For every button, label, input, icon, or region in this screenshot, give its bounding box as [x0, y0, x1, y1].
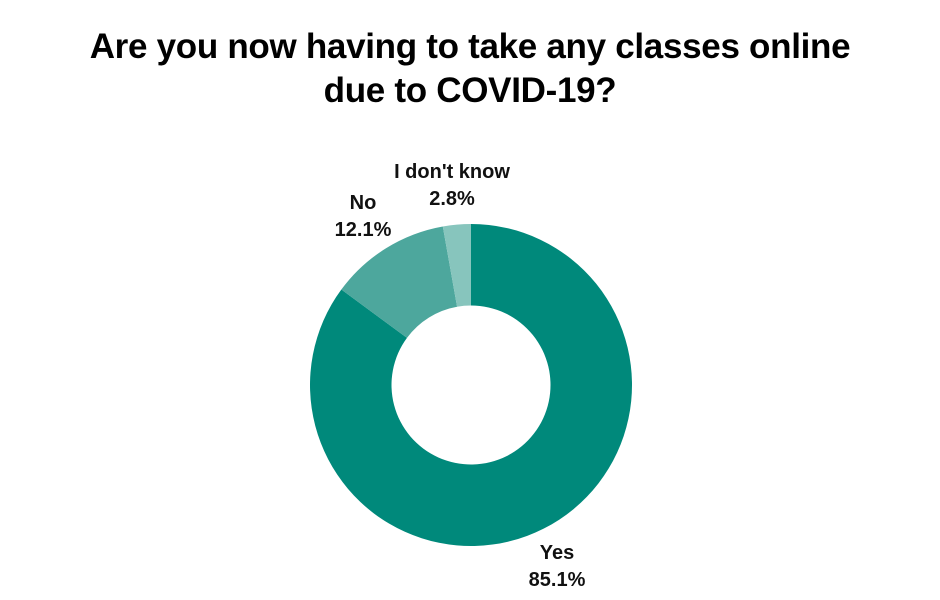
donut-slice-yes	[310, 224, 633, 546]
chart-title: Are you now having to take any classes o…	[0, 25, 940, 113]
donut-slice-i-don-t-know	[442, 224, 471, 307]
slice-label-no-value: 12.1%	[334, 219, 392, 241]
donut-slice-no	[341, 226, 458, 338]
slice-label-no-name: No	[349, 192, 377, 214]
slice-label-yes-name: Yes	[539, 542, 575, 564]
slice-label-no: No 12.1%	[335, 190, 392, 244]
chart-title-line2: due to COVID-19?	[323, 71, 617, 111]
slice-label-i-dont-know: I don't know 2.8%	[394, 159, 510, 213]
chart-title-line1: Are you now having to take any classes o…	[89, 27, 851, 66]
slice-label-yes-value: 85.1%	[528, 569, 586, 591]
slice-label-i-dont-know-name: I don't know	[394, 161, 510, 183]
slice-label-i-dont-know-value: 2.8%	[429, 188, 475, 210]
slice-label-yes: Yes 85.1%	[529, 540, 586, 594]
